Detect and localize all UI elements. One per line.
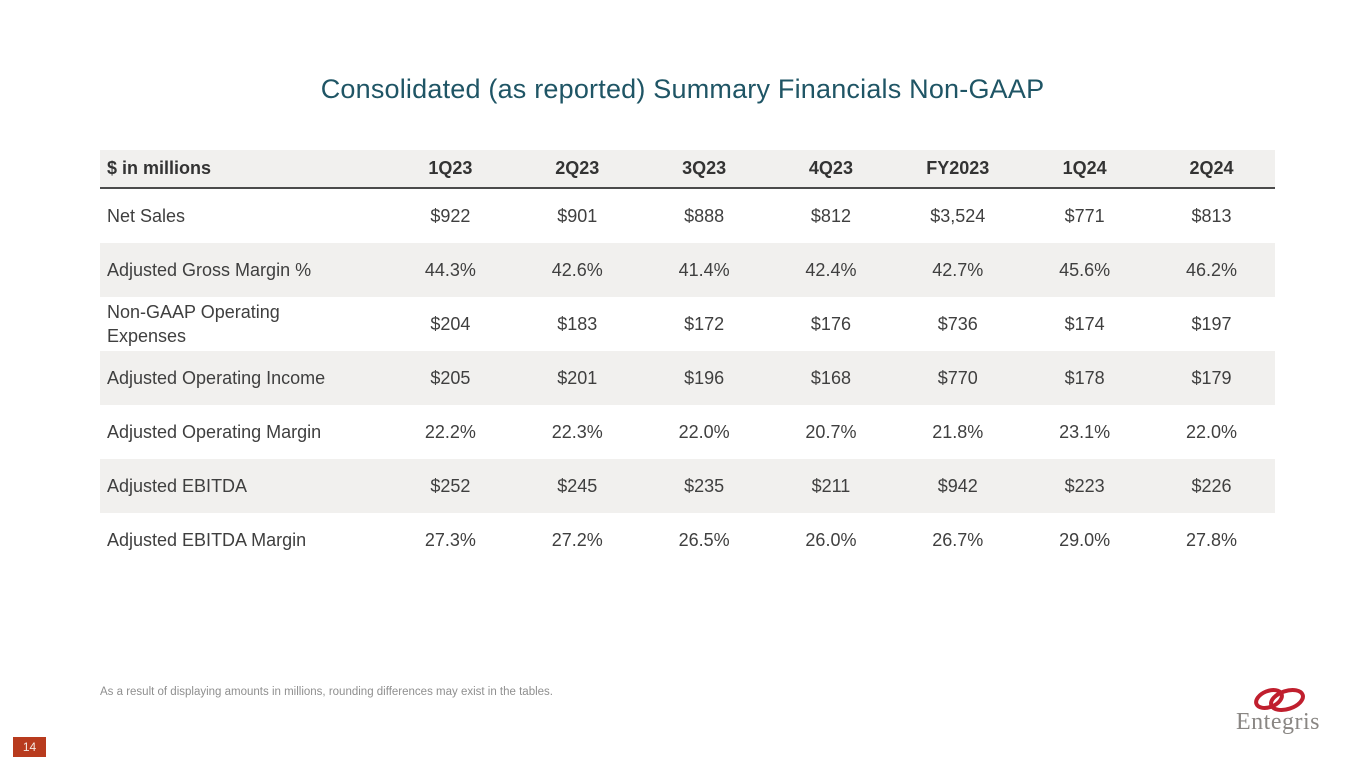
cell-value: $201: [557, 367, 598, 388]
cell-value: $174: [1064, 313, 1105, 334]
table-header: $ in millions 1Q23 2Q23 3Q23 4Q23 FY2023 1Q24 2…: [100, 150, 1275, 188]
cell-value: 46.2%: [1186, 259, 1238, 280]
cell-value: $3,524: [930, 205, 986, 226]
table-header-cell: 4Q23: [808, 158, 853, 178]
cell-value: 22.0%: [1186, 421, 1238, 442]
cell-value: 26.5%: [678, 529, 730, 550]
cell-value: $813: [1191, 205, 1232, 226]
cell-value: $176: [810, 313, 851, 334]
table-header-cell: 2Q24: [1189, 158, 1234, 178]
cell-value: 27.8%: [1186, 529, 1238, 550]
table-header-cell-label: $ in millions: [107, 158, 212, 178]
cell-value: 26.0%: [805, 529, 857, 550]
table-row: Net Sales $922 $901 $888 $812 $3,524 $771 $813: [100, 188, 1275, 243]
table-body: Net Sales $922 $901 $888 $812 $3,524 $771 $813 A…: [100, 188, 1275, 567]
row-label: Non-GAAP Operating Expenses: [107, 301, 280, 346]
table-header-cell: 1Q23: [428, 158, 473, 178]
table-row: Adjusted EBITDA Margin 27.3% 27.2% 26.5% 26.…: [100, 513, 1275, 567]
cell-value: $226: [1191, 475, 1232, 496]
table-row: Adjusted Operating Margin 22.2% 22.3% 22.0%…: [100, 405, 1275, 459]
row-label: Adjusted EBITDA: [107, 475, 248, 496]
cell-value: $211: [811, 475, 851, 496]
cell-value: $172: [684, 313, 725, 334]
table-header-row: $ in millions 1Q23 2Q23 3Q23 4Q23 FY2023 1Q24 2…: [100, 150, 1275, 188]
cell-value: 26.7%: [932, 529, 984, 550]
cell-value: $252: [430, 475, 471, 496]
cell-value: 23.1%: [1059, 421, 1111, 442]
cell-value: $245: [557, 475, 598, 496]
cell-value: $183: [557, 313, 598, 334]
cell-value: 41.4%: [678, 259, 730, 280]
cell-value: $770: [937, 367, 978, 388]
entegris-rings-icon: [1254, 688, 1305, 712]
cell-value: 44.3%: [424, 259, 476, 280]
cell-value: $205: [430, 367, 471, 388]
cell-value: $178: [1064, 367, 1105, 388]
cell-value: $196: [684, 367, 725, 388]
cell-value: $771: [1064, 205, 1105, 226]
cell-value: 27.3%: [424, 529, 476, 550]
cell-value: 42.7%: [932, 259, 984, 280]
entegris-logo-text: Entegris: [1236, 709, 1320, 735]
cell-value: $736: [937, 313, 978, 334]
cell-value: 27.2%: [551, 529, 603, 550]
row-label: Adjusted Gross Margin %: [107, 259, 312, 280]
cell-value: $204: [430, 313, 471, 334]
cell-value: $197: [1191, 313, 1232, 334]
row-label: Net Sales: [107, 205, 186, 226]
cell-value: 21.8%: [932, 421, 984, 442]
page-number-badge: 14: [13, 737, 46, 757]
cell-value: $168: [810, 367, 851, 388]
cell-value: $942: [937, 475, 978, 496]
table-header-cell: 1Q24: [1062, 158, 1107, 178]
table-row: Adjusted EBITDA $252 $245 $235 $211 $942 $223 $…: [100, 459, 1275, 513]
entegris-logo: Entegris: [1236, 684, 1320, 734]
cell-value: 42.4%: [805, 259, 857, 280]
cell-value: 29.0%: [1059, 529, 1111, 550]
table-row: Non-GAAP Operating Expenses $204 $183 $172 $…: [100, 297, 1275, 351]
row-label: Adjusted Operating Income: [107, 367, 326, 388]
cell-value: $179: [1191, 367, 1232, 388]
page-title: Consolidated (as reported) Summary Finan…: [320, 74, 1045, 104]
cell-value: 45.6%: [1059, 259, 1111, 280]
cell-value: $223: [1064, 475, 1105, 496]
cell-value: $901: [557, 205, 598, 226]
table-header-cell: 2Q23: [555, 158, 600, 178]
cell-value: 20.7%: [805, 421, 857, 442]
table-row: Adjusted Operating Income $205 $201 $196 $16…: [100, 351, 1275, 405]
cell-value: 42.6%: [551, 259, 603, 280]
cell-value: $235: [684, 475, 725, 496]
row-label: Adjusted Operating Margin: [107, 421, 322, 442]
cell-value: $888: [684, 205, 725, 226]
row-label: Adjusted EBITDA Margin: [107, 529, 307, 550]
cell-value: 22.3%: [551, 421, 603, 442]
table-row: Adjusted Gross Margin % 44.3% 42.6% 41.4% 42…: [100, 243, 1275, 297]
footnote-text: As a result of displaying amounts in mil…: [100, 686, 553, 698]
cell-value: 22.0%: [678, 421, 730, 442]
cell-value: $922: [430, 205, 471, 226]
cell-value: $812: [810, 205, 851, 226]
table-header-cell: 3Q23: [682, 158, 727, 178]
table-header-cell: FY2023: [926, 158, 990, 178]
cell-value: 22.2%: [424, 421, 476, 442]
financial-table: $ in millions 1Q23 2Q23 3Q23 4Q23 FY2023 1Q24 2…: [100, 150, 1275, 567]
